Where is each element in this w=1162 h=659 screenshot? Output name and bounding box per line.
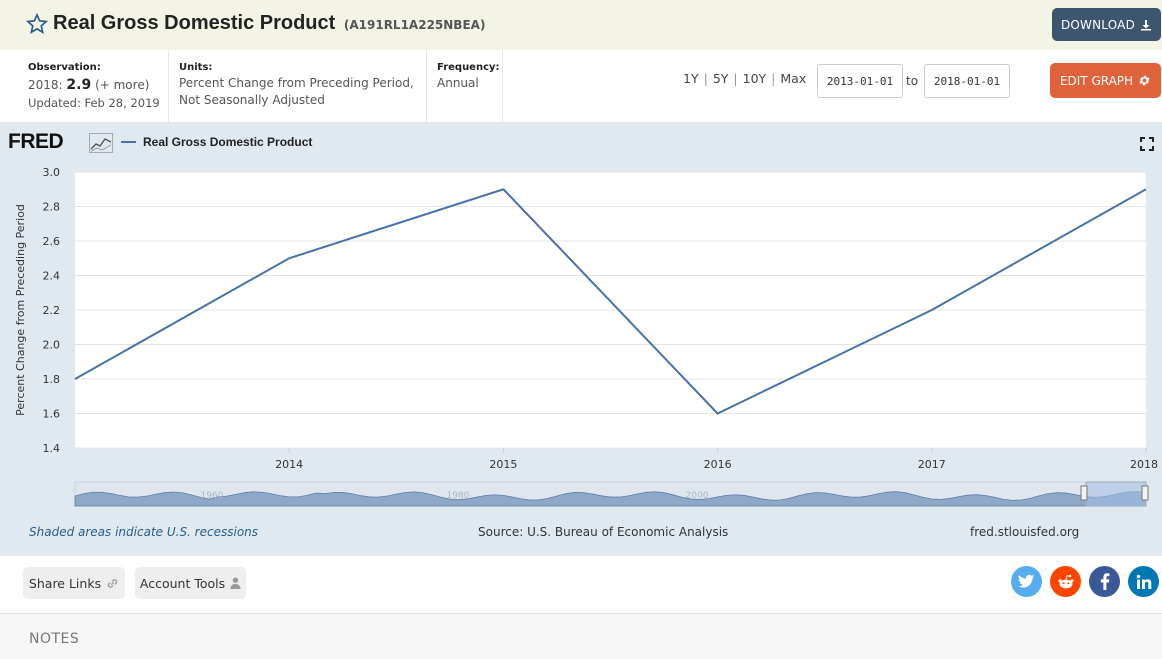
x-tick-label: 2018 [1130,458,1158,471]
observation-value: 2.9 [66,77,92,93]
observation-label: Observation: [28,62,101,73]
download-label: DOWNLOAD [1060,17,1136,32]
y-tick-label: 1.4 [43,442,61,455]
site-note: fred.stlouisfed.org [970,525,1080,539]
observation-line: 2018: 2.9 (+ more) [28,77,149,93]
source-note: Source: U.S. Bureau of Economic Analysis [478,525,729,539]
start-date-input[interactable]: 2013-01-01 [817,64,903,98]
share-links-label: Share Links [28,575,102,591]
navigator-label: 2000 [686,491,709,501]
chart-area: FRED Real Gross Domestic Product 1.4 1.6 1… [0,122,1162,556]
y-tick-label: 2.4 [43,270,61,283]
account-tools-button[interactable]: Account Tools [135,567,246,599]
x-tick-label: 2017 [918,458,946,471]
date-to-label: to [906,74,919,88]
navigator-label: 1980 [447,491,470,501]
legend-swatch [121,141,136,143]
y-tick-label: 2.2 [43,304,61,317]
edit-graph-label: EDIT GRAPH [1059,73,1134,88]
navigator-series [74,491,1147,507]
range-5y[interactable]: 5Y [712,71,729,86]
observation-panel: Observation: 2018: 2.9 (+ more) Updated:… [18,50,168,122]
star-icon[interactable] [26,13,48,35]
y-tick-label: 2.8 [43,201,61,214]
range-1y[interactable]: 1Y [683,71,699,86]
observation-more-link[interactable]: (+ more) [95,78,150,92]
gear-icon [1139,75,1150,86]
end-date-input[interactable]: 2018-01-01 [924,64,1010,98]
line-chart: 1.4 1.6 1.8 2.0 2.2 2.4 2.6 2.8 3.0 Percent Chang… [14,166,1158,507]
y-tick-label: 3.0 [43,166,61,179]
recession-note[interactable]: Shaded areas indicate U.S. recessions [29,525,259,539]
series-id: (A191RL1A225NBEA) [343,18,486,32]
x-tick-label: 2016 [704,458,732,471]
frequency-value: Annual [437,76,479,90]
share-bar: Share Links Account Tools [0,556,1162,614]
twitter-icon[interactable] [1011,566,1042,597]
x-tick-label: 2014 [275,458,303,471]
navigator-selection [1085,481,1147,507]
observation-year: 2018: [28,78,63,92]
title-bar: Real Gross Domestic Product (A191RL1A225… [0,0,1162,50]
share-links-button[interactable]: Share Links [23,567,125,599]
navigator-handle-left [1080,485,1088,501]
series-line [74,188,1147,415]
x-tick-label: 2015 [489,458,517,471]
download-icon [1141,19,1152,30]
units-label: Units: [179,62,213,73]
y-tick-label: 1.6 [43,408,61,421]
chart-legend: Real Gross Domestic Product [121,135,312,149]
frequency-panel: Frequency: Annual [426,50,503,122]
navigator-handle-right [1141,485,1149,501]
y-axis-title: Percent Change from Preceding Period [14,204,27,416]
units-line-2: Not Seasonally Adjusted [179,93,325,107]
user-icon [230,577,241,589]
download-button[interactable]: DOWNLOAD [1052,8,1161,41]
fred-graph-logo-icon [89,133,113,153]
y-tick-label: 1.8 [43,373,61,386]
page-title: Real Gross Domestic Product (A191RL1A225… [53,12,485,35]
y-tick-label: 2.6 [43,235,61,248]
linkedin-icon[interactable] [1128,566,1159,597]
account-tools-label: Account Tools [139,575,226,591]
frequency-label: Frequency: [437,62,500,73]
series-title: Real Gross Domestic Product [53,12,336,34]
units-panel: Units: Percent Change from Preceding Per… [168,50,426,122]
edit-graph-button[interactable]: EDIT GRAPH [1050,63,1161,98]
units-line-1: Percent Change from Preceding Period, [179,76,414,90]
legend-label: Real Gross Domestic Product [143,135,313,149]
notes-section: NOTES [0,614,1162,659]
range-max[interactable]: Max [780,71,807,86]
navigator-label: 1960 [201,491,224,501]
notes-title: NOTES [29,631,80,647]
fred-logo: FRED [8,130,64,153]
fullscreen-icon[interactable] [1140,137,1154,151]
range-10y[interactable]: 10Y [742,71,767,86]
y-tick-label: 2.0 [43,339,61,352]
range-selector: 1Y | 5Y | 10Y | Max [683,71,807,86]
link-icon [107,578,118,588]
updated-date: Updated: Feb 28, 2019 [28,96,160,110]
facebook-icon[interactable] [1089,566,1120,597]
reddit-icon[interactable] [1050,566,1081,597]
